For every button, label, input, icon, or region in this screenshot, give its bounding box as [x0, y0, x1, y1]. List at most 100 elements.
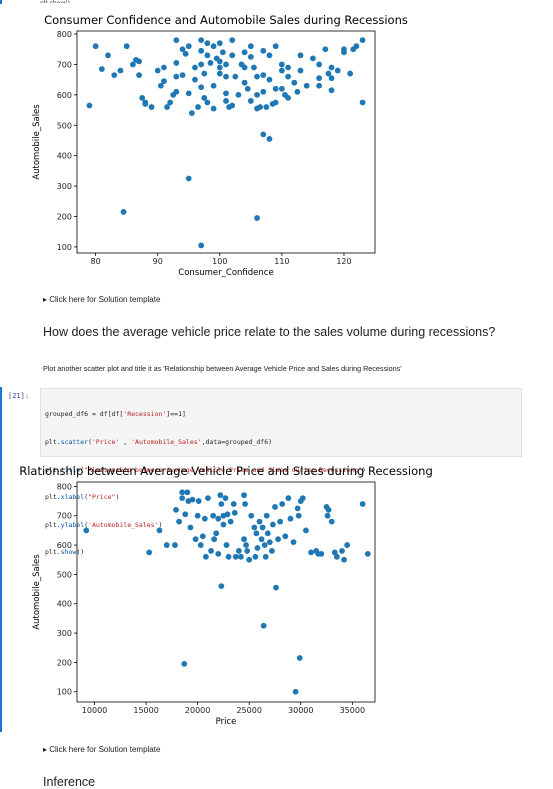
- data-point: [164, 104, 170, 110]
- y-tick-label: 100: [57, 243, 72, 252]
- y-axis-label: Automobile_Sales: [32, 554, 42, 630]
- data-point: [181, 660, 188, 667]
- x-tick-label: 120: [336, 257, 351, 266]
- data-point: [270, 521, 276, 528]
- data-point: [328, 518, 335, 525]
- data-point: [173, 506, 179, 513]
- plot-frame: [76, 481, 376, 703]
- question-heading: How does the average vehicle price relat…: [43, 325, 496, 339]
- y-tick-label: 100: [57, 688, 72, 697]
- data-point: [163, 542, 170, 548]
- data-point: [136, 58, 142, 65]
- data-point: [247, 53, 254, 60]
- data-point: [217, 492, 224, 499]
- data-point: [251, 64, 257, 71]
- data-point: [263, 104, 270, 110]
- data-point: [210, 82, 217, 89]
- code-line-6: plt.show(): [45, 548, 85, 557]
- x-tick-label: 90: [153, 257, 163, 266]
- data-point: [328, 75, 335, 82]
- data-point: [205, 495, 211, 502]
- data-point: [225, 553, 232, 560]
- data-point: [216, 58, 223, 65]
- data-point: [179, 489, 186, 496]
- data-point: [285, 95, 291, 101]
- data-point: [254, 215, 260, 221]
- data-point: [195, 104, 201, 110]
- x-tick-label: 10000: [82, 706, 107, 715]
- instruction-text: Plot another scatter plot and title it a…: [43, 364, 402, 373]
- data-point: [139, 95, 146, 101]
- data-point: [268, 548, 275, 554]
- data-point: [230, 501, 237, 507]
- data-point: [272, 504, 278, 510]
- data-point: [176, 518, 182, 525]
- data-point: [344, 542, 351, 548]
- data-point: [339, 548, 345, 554]
- data-point: [241, 79, 248, 86]
- data-point: [229, 37, 236, 44]
- data-point: [322, 46, 329, 53]
- data-point: [172, 542, 178, 548]
- data-point: [258, 536, 265, 543]
- code-line-2: plt.scatter('Price' , 'Automobile_Sales'…: [45, 438, 273, 447]
- data-point: [223, 98, 229, 104]
- data-point: [299, 495, 306, 502]
- data-point: [303, 527, 309, 534]
- data-point: [347, 70, 354, 77]
- y-tick-label: 200: [57, 658, 72, 667]
- y-tick-label: 500: [57, 121, 72, 130]
- data-point: [86, 102, 93, 109]
- data-point: [98, 66, 105, 72]
- data-point: [294, 88, 301, 95]
- data-point: [297, 67, 304, 74]
- data-point: [185, 43, 192, 50]
- data-point: [208, 548, 214, 554]
- y-tick-label: 600: [57, 541, 72, 550]
- data-point: [277, 518, 284, 525]
- data-point: [154, 67, 161, 74]
- data-point: [136, 72, 142, 78]
- code-line-5: plt.ylabel('Automobile_Sales'): [45, 520, 163, 529]
- data-point: [216, 40, 223, 47]
- x-tick-label: 110: [274, 257, 289, 266]
- data-point: [220, 521, 227, 528]
- data-point: [198, 84, 205, 91]
- data-point: [316, 61, 323, 68]
- data-point: [194, 512, 201, 519]
- data-point: [182, 50, 189, 57]
- data-point: [266, 136, 273, 142]
- data-point: [201, 515, 208, 522]
- data-point: [192, 76, 198, 83]
- solution-template-toggle-1[interactable]: ▸ Click here for Solution template: [43, 295, 160, 304]
- data-point: [295, 512, 302, 519]
- data-point: [290, 539, 297, 546]
- data-point: [156, 527, 163, 534]
- data-point: [157, 82, 164, 89]
- data-point: [227, 518, 234, 525]
- data-point: [296, 655, 303, 661]
- data-point: [316, 82, 323, 89]
- code-editor[interactable]: grouped_df6 = df[df['Recession']==1] plt…: [40, 388, 522, 556]
- data-point: [254, 73, 260, 80]
- data-point: [287, 515, 294, 522]
- data-point: [105, 52, 111, 59]
- x-axis-label: Consumer_Confidence: [178, 268, 273, 278]
- data-point: [260, 131, 267, 138]
- data-point: [210, 105, 217, 112]
- x-tick-label: 30000: [288, 706, 313, 715]
- data-point: [185, 90, 192, 97]
- data-point: [173, 60, 180, 66]
- data-point: [120, 209, 127, 215]
- data-point: [210, 43, 217, 50]
- data-point: [167, 99, 174, 106]
- solution-template-label-1: Click here for Solution template: [49, 295, 161, 304]
- data-point: [252, 553, 259, 560]
- data-point: [244, 85, 251, 92]
- data-point: [260, 88, 267, 95]
- y-tick-label: 300: [57, 182, 72, 191]
- data-point: [198, 37, 205, 44]
- data-point: [184, 489, 191, 496]
- data-point: [117, 67, 124, 74]
- solution-template-toggle-2[interactable]: ▸ Click here for Solution template: [43, 745, 160, 754]
